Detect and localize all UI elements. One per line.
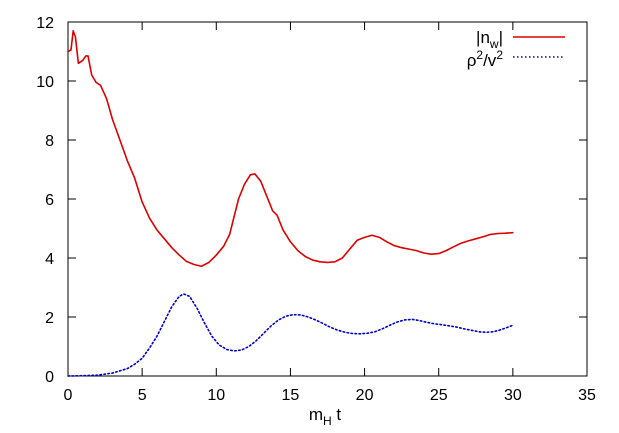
tick-labels: 0 5 10 15 20 25 30 35 0 2 4 6 8 10 12: [36, 15, 596, 404]
x-tick-label: 10: [207, 387, 225, 404]
legend: |nw| ρ2/v2: [467, 28, 565, 70]
x-tick-label: 25: [430, 387, 448, 404]
legend-label-rho-slash: /v: [483, 51, 497, 70]
x-tick-label: 15: [282, 387, 300, 404]
series-line-nw: [67, 30, 514, 268]
legend-label-rho: ρ2/v2: [467, 48, 504, 70]
series-layer: [67, 30, 514, 377]
legend-label-nw-subscript: w: [489, 37, 499, 51]
x-axis-title: mH t: [309, 405, 342, 428]
x-axis-title-subscript: H: [323, 414, 332, 428]
y-tick-label: 12: [36, 15, 54, 32]
y-tick-label: 8: [45, 133, 54, 150]
legend-label-rho-sup2: 2: [496, 48, 503, 62]
y-tick-label: 10: [36, 74, 54, 91]
x-tick-label: 0: [64, 387, 73, 404]
x-tick-label: 35: [578, 387, 596, 404]
y-tick-label: 2: [45, 310, 54, 327]
series-line-rho: [67, 293, 514, 377]
x-tick-label: 5: [138, 387, 147, 404]
x-tick-label: 30: [504, 387, 522, 404]
y-tick-label: 0: [45, 369, 54, 386]
y-tick-label: 4: [45, 251, 54, 268]
plot-frame: [67, 21, 588, 377]
x-axis-title-variable: t: [332, 405, 342, 424]
legend-label-nw-bar: |: [499, 28, 503, 47]
x-tick-label: 20: [356, 387, 374, 404]
axis-ticks: [67, 21, 588, 377]
y-tick-label: 6: [45, 192, 54, 209]
legend-label-rho-sup1: 2: [476, 48, 483, 62]
